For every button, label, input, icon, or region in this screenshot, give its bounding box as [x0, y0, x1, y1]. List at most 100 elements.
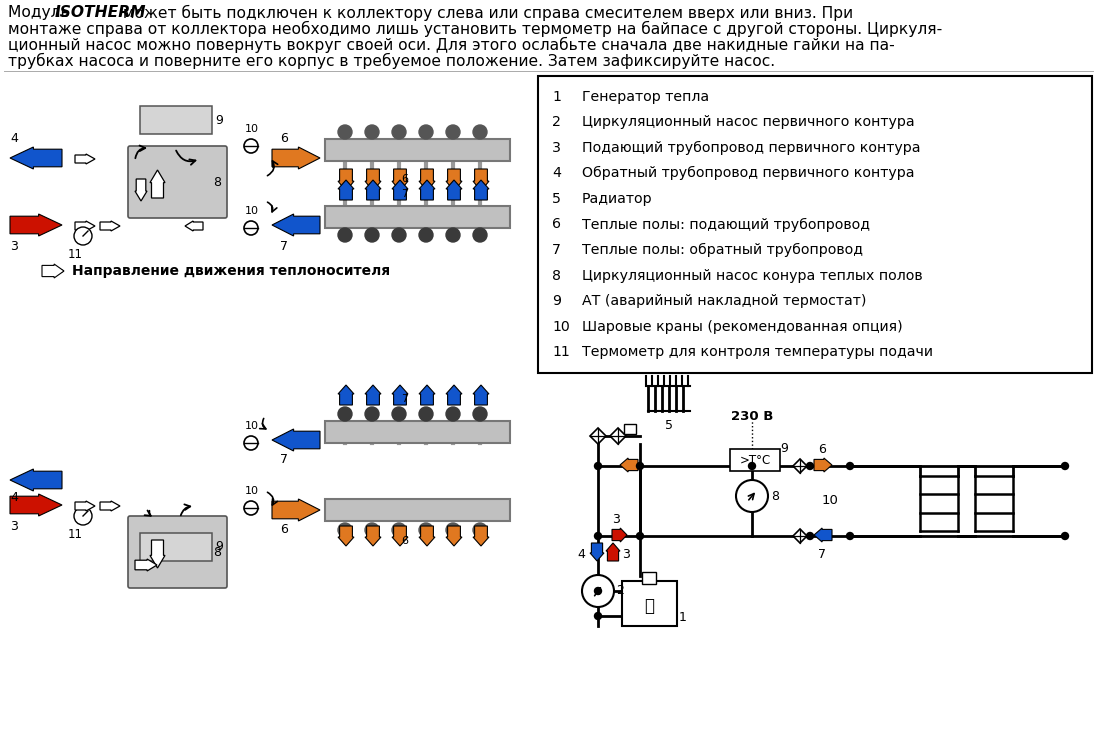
Circle shape: [806, 532, 814, 539]
Circle shape: [419, 125, 433, 139]
Text: 5: 5: [552, 192, 561, 206]
Text: 7: 7: [402, 189, 408, 199]
Polygon shape: [612, 528, 627, 542]
Text: 7: 7: [552, 243, 561, 257]
Circle shape: [595, 532, 601, 539]
Polygon shape: [272, 147, 320, 169]
Text: может быть подключен к коллектору слева или справа смесителем вверх или вниз. Пр: может быть подключен к коллектору слева …: [117, 5, 852, 21]
Polygon shape: [473, 385, 489, 405]
Circle shape: [806, 463, 814, 469]
Polygon shape: [10, 494, 63, 516]
Polygon shape: [42, 264, 64, 278]
Text: 10: 10: [245, 421, 259, 431]
Polygon shape: [419, 385, 436, 405]
Text: 11: 11: [68, 528, 83, 541]
Polygon shape: [100, 501, 120, 511]
Circle shape: [419, 407, 433, 421]
Polygon shape: [620, 458, 638, 472]
Circle shape: [446, 523, 460, 537]
Bar: [140, 533, 212, 561]
Text: 6: 6: [280, 132, 287, 145]
Text: 11: 11: [552, 345, 569, 359]
Circle shape: [244, 436, 258, 450]
Polygon shape: [446, 180, 462, 200]
Polygon shape: [150, 170, 165, 198]
Bar: [730, 449, 780, 471]
Polygon shape: [365, 180, 381, 200]
Bar: [325, 499, 510, 521]
Polygon shape: [100, 221, 120, 231]
Circle shape: [365, 523, 378, 537]
Circle shape: [419, 228, 433, 242]
Text: 6: 6: [818, 443, 826, 456]
Circle shape: [847, 532, 853, 539]
Polygon shape: [10, 469, 63, 491]
Circle shape: [446, 228, 460, 242]
Text: Радиатор: Радиатор: [583, 192, 653, 206]
Circle shape: [473, 407, 487, 421]
Bar: [140, 106, 212, 134]
Circle shape: [365, 407, 378, 421]
Polygon shape: [272, 214, 320, 236]
Circle shape: [392, 228, 406, 242]
Text: Направление движения теплоносителя: Направление движения теплоносителя: [72, 264, 391, 278]
Circle shape: [73, 227, 92, 245]
Text: ционный насос можно повернуть вокруг своей оси. Для этого ослабьте сначала две н: ционный насос можно повернуть вокруг сво…: [8, 37, 895, 53]
Bar: [624, 424, 636, 434]
Bar: [642, 572, 656, 584]
Circle shape: [595, 588, 601, 594]
Text: 11: 11: [68, 248, 83, 261]
Polygon shape: [10, 214, 63, 236]
Circle shape: [595, 613, 601, 619]
Polygon shape: [473, 169, 489, 191]
Circle shape: [583, 575, 614, 607]
Text: трубках насоса и поверните его корпус в требуемое положение. Затем зафиксируйте : трубках насоса и поверните его корпус в …: [8, 53, 776, 69]
Circle shape: [338, 125, 352, 139]
Polygon shape: [606, 543, 620, 561]
Text: 7: 7: [280, 453, 289, 466]
Circle shape: [365, 125, 378, 139]
Polygon shape: [419, 180, 436, 200]
Text: 10: 10: [245, 206, 259, 216]
Text: 8: 8: [213, 175, 220, 189]
Polygon shape: [392, 180, 408, 200]
Text: 7: 7: [280, 240, 289, 253]
Circle shape: [446, 407, 460, 421]
Polygon shape: [338, 180, 354, 200]
Text: Шаровые краны (рекомендованная опция): Шаровые краны (рекомендованная опция): [583, 319, 903, 333]
Bar: [325, 139, 510, 161]
Text: 3: 3: [552, 141, 561, 155]
Text: Обратный трубопровод первичного контура: Обратный трубопровод первичного контура: [583, 167, 915, 181]
Text: Подающий трубопровод первичного контура: Подающий трубопровод первичного контура: [583, 141, 920, 155]
Text: 4: 4: [552, 167, 561, 181]
Polygon shape: [610, 428, 626, 444]
FancyBboxPatch shape: [128, 516, 227, 588]
Circle shape: [473, 523, 487, 537]
Text: 3: 3: [10, 520, 18, 533]
Circle shape: [636, 463, 644, 469]
Bar: [538, 76, 1092, 373]
Circle shape: [446, 125, 460, 139]
Text: Теплые полы: обратный трубопровод: Теплые полы: обратный трубопровод: [583, 243, 863, 257]
Polygon shape: [272, 499, 320, 521]
Polygon shape: [814, 528, 832, 542]
Text: АТ (аварийный накладной термостат): АТ (аварийный накладной термостат): [583, 294, 867, 308]
Text: 6: 6: [280, 523, 287, 536]
Text: Генератор тепла: Генератор тепла: [583, 90, 709, 104]
Polygon shape: [185, 221, 203, 231]
Text: 10: 10: [245, 486, 259, 496]
Text: 9: 9: [552, 294, 561, 308]
Text: 2: 2: [617, 585, 624, 597]
Text: 4: 4: [10, 491, 18, 504]
Text: 3: 3: [10, 240, 18, 253]
Circle shape: [847, 463, 853, 469]
Polygon shape: [590, 543, 604, 561]
Polygon shape: [135, 559, 157, 571]
Text: 1: 1: [552, 90, 561, 104]
Bar: [622, 581, 677, 626]
Circle shape: [338, 228, 352, 242]
Circle shape: [473, 125, 487, 139]
Circle shape: [1062, 463, 1068, 469]
Text: 6: 6: [402, 536, 408, 546]
Polygon shape: [392, 385, 408, 405]
